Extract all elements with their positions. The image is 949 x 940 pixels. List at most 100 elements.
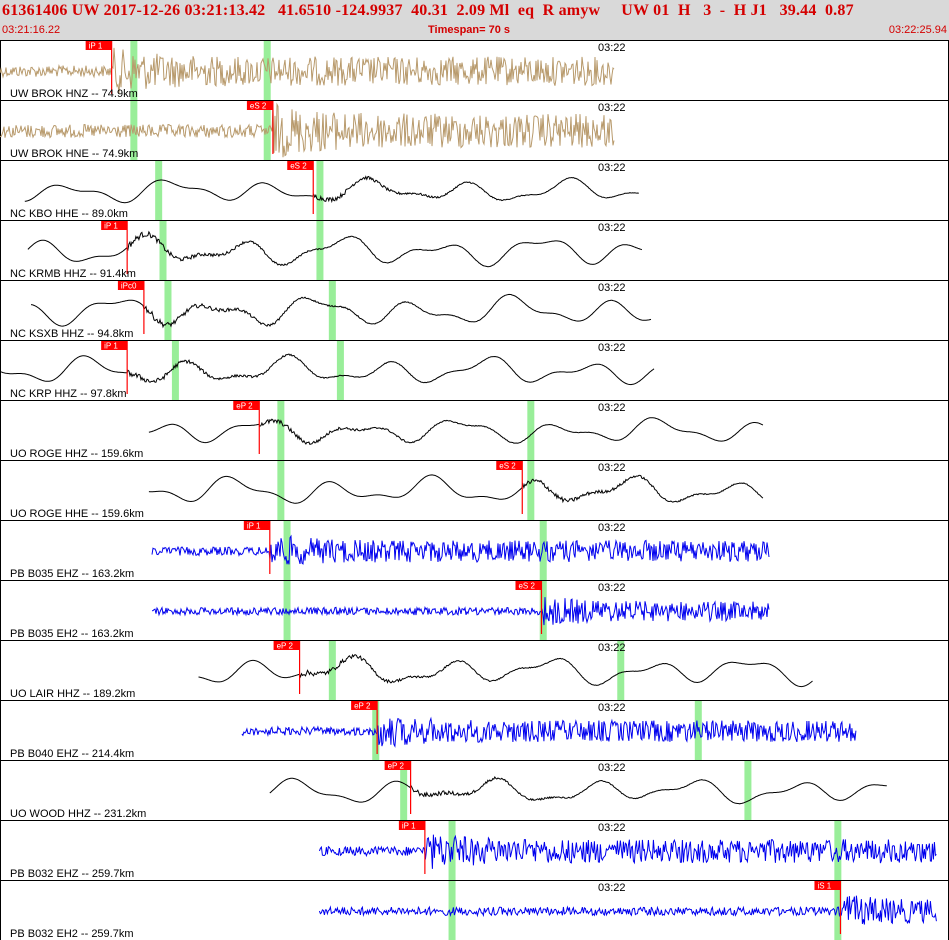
pick-label: iP 1 [89, 42, 103, 51]
pick-flag [351, 701, 378, 710]
waveform-trace [241, 716, 857, 748]
waveform-trace [30, 293, 652, 329]
pick-flag [515, 581, 542, 590]
phase-window [159, 221, 167, 280]
trace-label: UO ROGE HHZ -- 159.6km [10, 448, 143, 460]
pick-label: eS 2 [290, 162, 307, 171]
waveform-trace [198, 653, 813, 688]
phase-window [328, 641, 336, 700]
trace-label: NC KSXB HHZ -- 94.8km [10, 328, 133, 340]
pick-flag [101, 221, 128, 230]
pick-label: eP 2 [354, 702, 371, 711]
phase-window [448, 881, 456, 940]
pick-label: eP 2 [277, 642, 294, 651]
waveform-trace [0, 353, 655, 386]
phase-window [155, 161, 163, 220]
pick-label: eS 2 [518, 582, 535, 591]
trace-label: UO WOOD HHZ -- 231.2km [10, 808, 146, 820]
time-mark: 03:22 [598, 882, 626, 894]
trace-label: NC KRP HHZ -- 97.8km [10, 388, 127, 400]
waveform-trace [269, 776, 887, 805]
event-header: 61361406 UW 2017-12-26 03:21:13.42 41.65… [0, 0, 949, 41]
waveform-trace [27, 230, 643, 268]
trace-label: PB B032 EH2 -- 259.7km [10, 928, 134, 940]
waveform-trace [148, 474, 764, 504]
time-mark: 03:22 [598, 822, 626, 834]
trace-label: UW BROK HNE -- 74.9km [10, 148, 138, 160]
phase-window [744, 761, 752, 820]
waveform-trace [318, 895, 937, 925]
phase-window [539, 521, 547, 580]
phase-window [336, 341, 344, 400]
time-mark: 03:22 [598, 702, 626, 714]
phase-window [400, 761, 408, 820]
pick-label: iP 1 [104, 342, 118, 351]
trace-label: UO LAIR HHZ -- 189.2km [10, 688, 135, 700]
pick-label: iP 1 [247, 522, 261, 531]
pick-flag [496, 461, 523, 470]
pick-label: iS 1 [817, 882, 831, 891]
phase-window [834, 881, 842, 940]
waveform-trace [318, 834, 937, 869]
start-time: 03:21:16.22 [2, 24, 61, 36]
phase-window [263, 101, 271, 160]
waveform-panels[interactable]: 03:22 iP 1 UW BROK HNZ -- 74.9km 03:22 eS 2 U… [0, 40, 949, 940]
waveform-trace [148, 417, 764, 446]
trace-label: NC KRMB HHZ -- 91.4km [10, 268, 136, 280]
time-mark: 03:22 [598, 762, 626, 774]
phase-window [328, 281, 336, 340]
time-mark: 03:22 [598, 102, 626, 114]
time-mark: 03:22 [598, 402, 626, 414]
waveform-trace [0, 47, 615, 94]
phase-window [171, 341, 179, 400]
trace-label: PB B032 EHZ -- 259.7km [10, 868, 134, 880]
phase-window [539, 581, 547, 640]
trace-panel-8 [0, 520, 949, 581]
timespan-label: Timespan= 70 s [428, 24, 511, 36]
pick-flag [85, 41, 112, 50]
phase-window [316, 161, 324, 220]
waveform-canvas[interactable]: 03:22 iP 1 UW BROK HNZ -- 74.9km 03:22 eS 2 U… [0, 40, 949, 940]
time-mark: 03:22 [598, 282, 626, 294]
trace-label: PB B040 EHZ -- 214.4km [10, 748, 134, 760]
pick-label: iP 1 [402, 822, 416, 831]
time-mark: 03:22 [598, 342, 626, 354]
time-mark: 03:22 [598, 582, 626, 594]
waveform-trace [151, 534, 770, 565]
phase-window [527, 461, 535, 520]
pick-flag [814, 881, 841, 890]
pick-label: eP 2 [236, 402, 253, 411]
pick-flag [384, 761, 411, 770]
trace-label: PB B035 EH2 -- 163.2km [10, 628, 134, 640]
pick-label: iPc0 [121, 282, 137, 291]
phase-window [834, 821, 842, 880]
pick-label: eS 2 [250, 102, 267, 111]
pick-flag [246, 101, 273, 110]
pick-flag [398, 821, 425, 830]
pick-label: eS 2 [499, 462, 516, 471]
trace-panel-3 [0, 220, 949, 281]
trace-panel-2 [0, 160, 949, 221]
pick-flag [117, 281, 144, 290]
waveform-trace [24, 175, 639, 204]
trace-label: UW BROK HNZ -- 74.9km [10, 88, 138, 100]
trace-label: UO ROGE HHE -- 159.6km [10, 508, 144, 520]
phase-window [277, 461, 285, 520]
trace-panel-5 [0, 340, 949, 401]
time-mark: 03:22 [598, 462, 626, 474]
phase-window [527, 401, 535, 460]
pick-flag [243, 521, 270, 530]
trace-label: PB B035 EHZ -- 163.2km [10, 568, 134, 580]
pick-label: iP 1 [104, 222, 118, 231]
phase-window [316, 221, 324, 280]
waveform-trace [151, 597, 770, 626]
pick-label: eP 2 [388, 762, 405, 771]
waveform-trace [0, 102, 615, 158]
time-mark: 03:22 [598, 522, 626, 534]
end-time: 03:22:25.94 [888, 24, 947, 36]
phase-window [283, 521, 291, 580]
pick-flag [233, 401, 260, 410]
trace-label: NC KBO HHE -- 89.0km [10, 208, 128, 220]
time-mark: 03:22 [598, 642, 626, 654]
phase-window [283, 581, 291, 640]
